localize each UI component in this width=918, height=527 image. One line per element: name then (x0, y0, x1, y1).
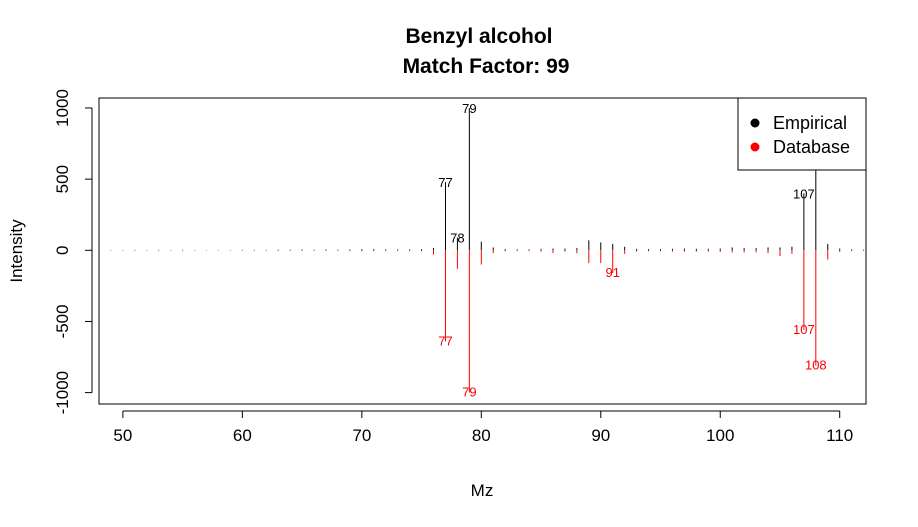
peak-label: 79 (462, 385, 476, 400)
x-tick-label: 70 (352, 426, 371, 445)
legend-label: Database (773, 137, 850, 157)
x-tick-label: 110 (826, 426, 853, 445)
y-tick-label: -1000 (53, 371, 72, 414)
x-axis-label: Mz (471, 481, 494, 500)
x-tick-label: 90 (591, 426, 610, 445)
peak-label: 108 (805, 358, 827, 373)
x-tick-label: 50 (113, 426, 132, 445)
y-tick-label: -500 (53, 304, 72, 338)
y-axis-label: Intensity (7, 219, 26, 283)
peak-label: 78 (450, 230, 464, 245)
x-tick-label: 100 (706, 426, 734, 445)
plot-area: 50 60 70 80 90 100 110 -1000 -500 0 500 1000 77 78 79 1… (53, 89, 867, 445)
peak-label: 107 (793, 186, 815, 201)
legend-marker (750, 118, 760, 128)
peak-label: 107 (793, 322, 815, 337)
y-tick-label: 500 (53, 165, 72, 193)
legend-marker (750, 142, 760, 152)
legend-label: Empirical (773, 113, 847, 133)
peak-label: 77 (438, 175, 452, 190)
peak-label: 79 (462, 101, 476, 116)
x-tick-label: 80 (472, 426, 491, 445)
x-tick-label: 60 (233, 426, 252, 445)
peak-label: 91 (605, 265, 619, 280)
plot-frame (98, 97, 867, 405)
y-tick-label: 1000 (53, 89, 72, 127)
legend-box (737, 97, 867, 171)
y-tick-label: 0 (53, 246, 72, 255)
chart-subtitle: Match Factor: 99 (403, 55, 570, 78)
chart-title: Benzyl alcohol (405, 25, 552, 48)
legend: Empirical Database (737, 97, 867, 171)
database-series (110, 250, 865, 393)
peak-label: 77 (438, 333, 452, 348)
empirical-series (110, 107, 865, 251)
